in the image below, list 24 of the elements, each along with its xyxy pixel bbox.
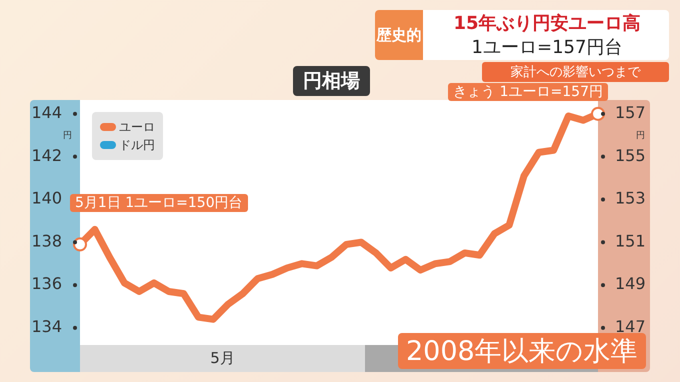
y-tick-label: 142 bbox=[31, 146, 62, 165]
annotation: 5月1日 1ユーロ=150円台 bbox=[70, 194, 248, 212]
text: 家計への影響いつまで bbox=[482, 62, 669, 82]
text: 1ユーロ=157円台 bbox=[470, 36, 624, 59]
y-tick-label: 140 bbox=[31, 188, 62, 208]
y-tick-label: 138 bbox=[31, 231, 62, 250]
y2-tick-label: 149 bbox=[615, 274, 646, 294]
legend-label: ユーロ bbox=[118, 119, 155, 136]
annotation: 2008年以来の水準 bbox=[398, 333, 646, 369]
legend-label: ドル円 bbox=[118, 137, 155, 154]
y2-tick-label: 155 bbox=[615, 146, 646, 165]
y-tick-label: 144 bbox=[31, 103, 62, 122]
y2-tick-label: 157 bbox=[615, 103, 646, 122]
y-tick-label: 136 bbox=[31, 274, 62, 294]
y2-tick-label: 151 bbox=[615, 231, 646, 250]
y-tick-label: 134 bbox=[31, 317, 62, 336]
text: 5月 bbox=[209, 349, 236, 368]
y2-axis-title: 円 bbox=[636, 130, 645, 142]
text: 15年ぶり円安ユーロ高 bbox=[452, 12, 642, 35]
y2-tick-label: 153 bbox=[615, 188, 646, 208]
text: きょう 1ユーロ=157円 bbox=[448, 82, 608, 101]
chart-title: 円相場 bbox=[293, 66, 370, 96]
text: 歴史的 bbox=[375, 10, 423, 60]
y-axis-title: 円 bbox=[63, 130, 72, 142]
